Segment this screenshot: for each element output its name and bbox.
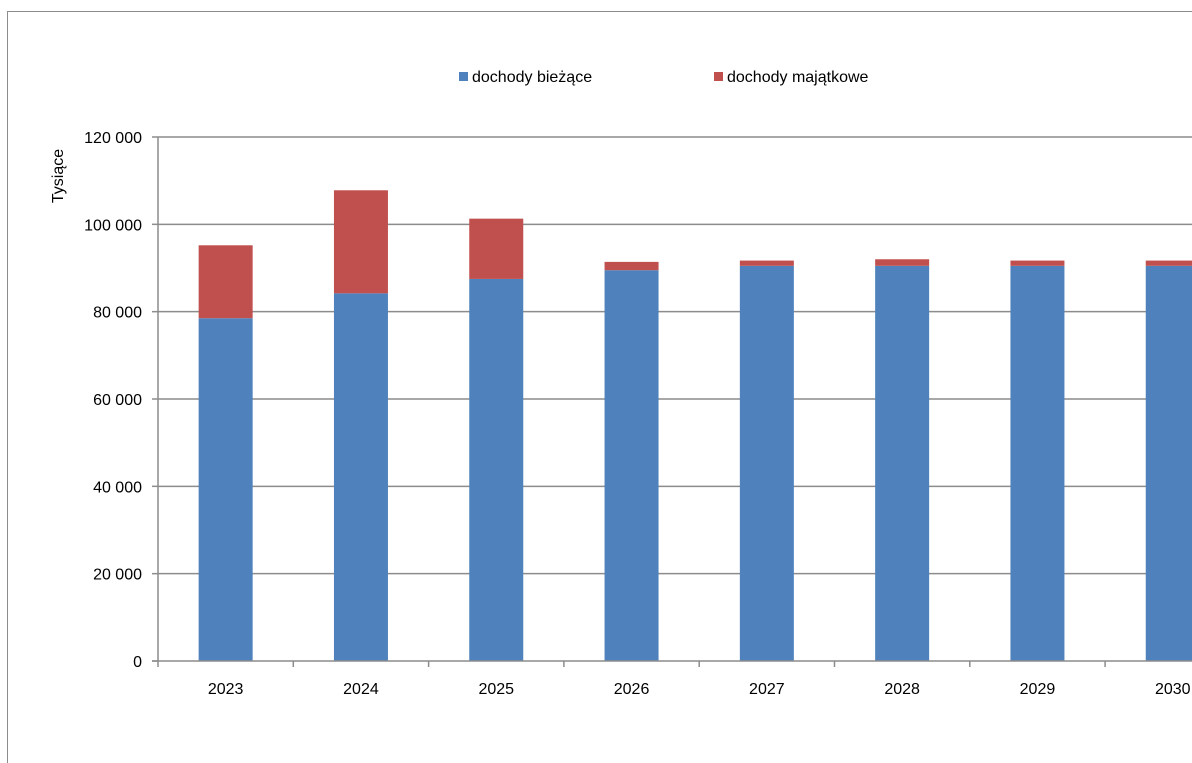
x-tick-label: 2028 bbox=[884, 681, 920, 698]
bar-current-2028 bbox=[875, 265, 930, 661]
y-tick-label: 40 000 bbox=[93, 479, 142, 496]
bar-current-2023 bbox=[198, 318, 253, 661]
y-tick-labels: 0 20 000 40 000 60 000 80 000 100 000 120 000 bbox=[84, 130, 142, 671]
y-tick-label: 0 bbox=[133, 654, 142, 671]
axes bbox=[152, 136, 1192, 667]
x-tick-label: 2023 bbox=[208, 681, 244, 698]
bar-capital-2030 bbox=[1145, 260, 1192, 266]
legend: dochody bieżące dochody majątkowe bbox=[459, 69, 869, 86]
y-tick-label: 60 000 bbox=[93, 392, 142, 409]
y-tick-label: 120 000 bbox=[84, 130, 142, 147]
bars bbox=[198, 190, 1192, 661]
legend-swatch-capital bbox=[714, 72, 723, 81]
x-tick-label: 2025 bbox=[478, 681, 514, 698]
bar-capital-2027 bbox=[739, 260, 794, 266]
bar-capital-2023 bbox=[198, 245, 253, 319]
bar-current-2029 bbox=[1010, 265, 1065, 661]
x-tick-label: 2027 bbox=[749, 681, 785, 698]
y-axis-label: Tysiące bbox=[50, 149, 67, 203]
bar-capital-2026 bbox=[604, 261, 659, 271]
y-tick-label: 80 000 bbox=[93, 305, 142, 322]
bar-capital-2028 bbox=[875, 259, 930, 266]
x-tick-label: 2029 bbox=[1020, 681, 1056, 698]
bar-capital-2029 bbox=[1010, 260, 1065, 266]
x-tick-labels: 2023 2024 2025 2026 2027 2028 2029 2030 bbox=[208, 681, 1191, 698]
bar-capital-2024 bbox=[333, 190, 388, 294]
bar-current-2024 bbox=[333, 293, 388, 661]
bar-capital-2025 bbox=[469, 218, 524, 279]
x-tick-label: 2024 bbox=[343, 681, 379, 698]
chart-frame bbox=[7, 11, 1192, 763]
y-tick-label: 20 000 bbox=[93, 567, 142, 584]
x-tick-label: 2026 bbox=[614, 681, 650, 698]
y-tick-label: 100 000 bbox=[84, 217, 142, 234]
bar-current-2027 bbox=[739, 265, 794, 661]
legend-swatch-current bbox=[459, 72, 468, 81]
legend-label-current: dochody bieżące bbox=[472, 69, 592, 86]
bar-current-2025 bbox=[469, 278, 524, 661]
x-tick-label: 2030 bbox=[1155, 681, 1191, 698]
legend-label-capital: dochody majątkowe bbox=[727, 69, 869, 86]
bar-current-2026 bbox=[604, 270, 659, 661]
bar-current-2030 bbox=[1145, 265, 1192, 661]
